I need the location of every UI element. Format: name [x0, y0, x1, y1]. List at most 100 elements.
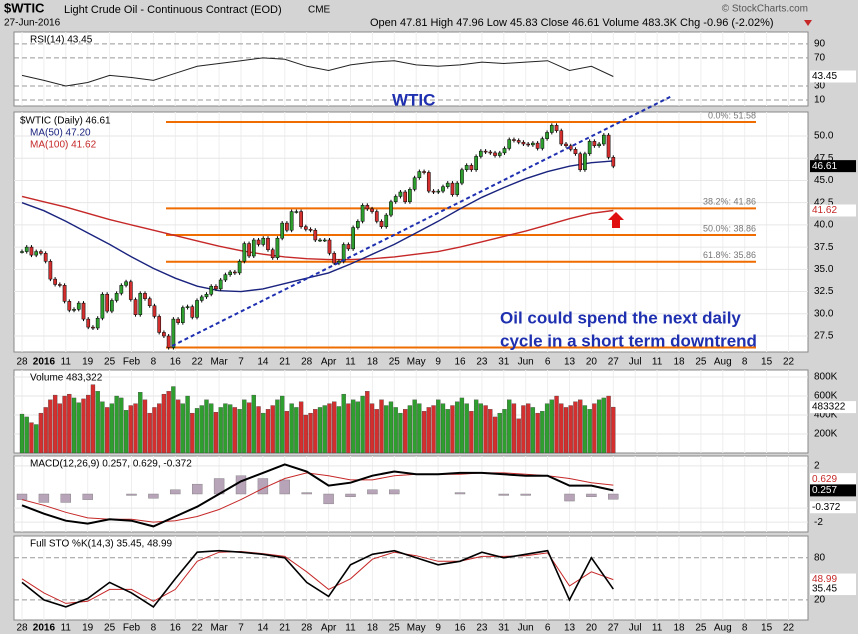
volume-bar: [251, 394, 256, 454]
volume-bar: [227, 404, 233, 454]
x-tick-label: Jul: [629, 623, 642, 634]
candle: [237, 261, 242, 274]
candle: [403, 191, 408, 203]
volume-bar: [298, 401, 304, 454]
macd-histogram: [367, 489, 378, 495]
x-tick-label: 18: [673, 623, 685, 634]
candle: [417, 171, 422, 179]
candle: [573, 149, 578, 155]
y-tick-label: 32.5: [814, 286, 834, 297]
volume-bar: [374, 409, 379, 454]
candle: [346, 244, 351, 250]
value-tag: [810, 401, 856, 414]
volume-bar: [346, 403, 351, 454]
x-tick-label: 25: [695, 623, 707, 634]
sto-k-line: [21, 549, 614, 608]
candle: [195, 300, 199, 318]
candle: [592, 141, 597, 147]
candle: [91, 326, 95, 329]
volume-bar: [478, 403, 483, 454]
candle: [214, 285, 218, 290]
macd-histogram: [82, 493, 93, 500]
volume-bar: [199, 405, 204, 454]
volume-bar: [180, 403, 185, 454]
volume-bar: [426, 407, 431, 454]
dropdown-arrow: [804, 20, 812, 26]
credit: © StockCharts.com: [722, 4, 808, 15]
volume-bar: [67, 393, 72, 454]
x-tick-label: 27: [608, 623, 620, 634]
x-tick-label: 22: [192, 623, 204, 634]
candle: [469, 165, 474, 171]
y-tick-label: 47.5: [814, 153, 834, 164]
x-tick-label: 23: [476, 623, 488, 634]
annotation-line: cycle in a short term downtrend: [500, 331, 757, 350]
volume-bar: [492, 416, 498, 454]
y-tick-label: 600K: [814, 391, 838, 402]
volume-bar: [313, 409, 318, 454]
candle: [53, 278, 57, 285]
y-tick-label: 50.0: [814, 131, 834, 142]
ma100-legend: MA(100) 41.62: [30, 140, 97, 151]
candle: [110, 300, 114, 312]
x-tick-label: 31: [498, 357, 510, 368]
volume-bar: [133, 403, 138, 454]
candle: [294, 211, 299, 213]
candle: [133, 299, 138, 315]
candle: [285, 222, 289, 231]
candle: [180, 307, 185, 323]
x-tick-label: Mar: [210, 623, 228, 634]
volume-bar: [52, 394, 58, 454]
candle: [105, 293, 109, 312]
volume-bar: [289, 403, 294, 454]
x-tick-label: 15: [761, 623, 773, 634]
volume-bar: [317, 407, 323, 454]
volume-bar: [341, 393, 346, 454]
candle: [549, 125, 554, 133]
candle: [157, 316, 162, 333]
macd-histogram: [60, 493, 71, 503]
volume-bar: [563, 407, 569, 454]
candle: [289, 211, 294, 231]
candle: [606, 134, 611, 158]
volume-bar: [29, 422, 34, 454]
value-tag: [810, 573, 856, 586]
red-arrow: [608, 212, 624, 228]
candle: [332, 253, 337, 264]
volume-bar: [502, 409, 507, 454]
x-tick-label: 2016: [33, 357, 56, 368]
candle: [478, 150, 483, 157]
volume-bar: [544, 403, 550, 454]
candle: [341, 244, 346, 262]
candle: [464, 165, 469, 171]
x-tick-label: May: [407, 623, 426, 634]
value-tag-label: 41.62: [812, 205, 837, 216]
volume-bar: [601, 397, 606, 454]
volume-bar: [445, 409, 450, 454]
x-tick-label: 9: [435, 623, 441, 634]
macd-histogram: [389, 489, 400, 495]
macd-legend: MACD(12,26,9) 0.257, 0.629, -0.372: [30, 459, 192, 470]
panel: [13, 535, 809, 621]
volume-bar: [24, 416, 29, 454]
volume-bar: [526, 403, 531, 454]
y-tick-label: 70: [814, 53, 826, 64]
macd-histogram: [323, 493, 334, 505]
candle: [275, 237, 280, 259]
candle: [474, 156, 478, 171]
candle: [147, 298, 152, 307]
candle: [247, 243, 251, 257]
x-tick-label: 11: [61, 357, 72, 368]
volume-bar: [497, 412, 502, 454]
x-tick-label: 13: [564, 623, 576, 634]
volume-bar: [596, 399, 602, 454]
candle: [242, 243, 247, 262]
volume-bar: [369, 403, 375, 454]
candle: [611, 157, 616, 167]
x-tick-label: 11: [652, 623, 663, 634]
fib-label: 61.8%: 35.86: [703, 250, 756, 260]
volume-bar: [393, 407, 398, 454]
candle: [308, 229, 313, 231]
candle: [299, 211, 303, 227]
